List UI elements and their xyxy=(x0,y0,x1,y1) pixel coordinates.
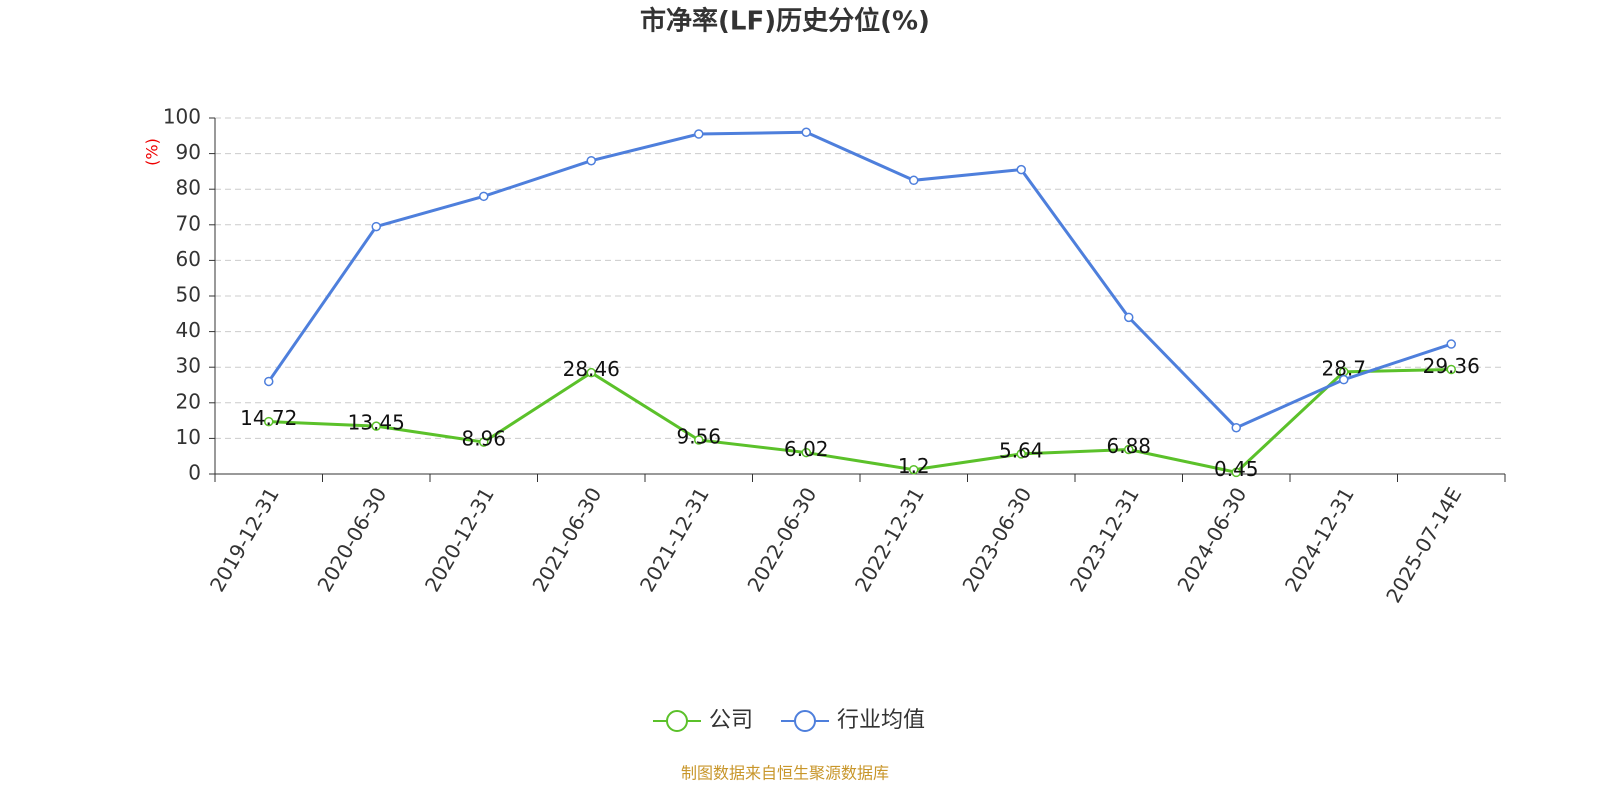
x-tick-label: 2022-06-30 xyxy=(742,483,821,596)
data-label: 0.45 xyxy=(1214,457,1259,481)
x-tick-label: 2022-12-31 xyxy=(850,483,929,596)
data-point xyxy=(1016,449,1026,459)
data-point xyxy=(1124,444,1134,455)
data-point xyxy=(1446,339,1456,349)
x-tick-label: 2019-12-31 xyxy=(205,483,284,596)
y-tick-label: 50 xyxy=(176,283,201,307)
x-tick-label: 2023-12-31 xyxy=(1065,483,1144,596)
chart-title: 市净率(LF)历史分位(%) xyxy=(640,6,930,37)
x-tick-label: 2020-12-31 xyxy=(420,483,499,596)
y-tick-label: 100 xyxy=(163,105,201,129)
y-tick-label: 10 xyxy=(176,425,201,449)
legend-label: 行业均值 xyxy=(837,708,925,733)
legend-marker xyxy=(794,710,816,732)
legend-marker xyxy=(666,710,688,732)
data-label: 13.45 xyxy=(348,411,405,435)
data-point xyxy=(801,127,811,137)
data-point xyxy=(909,464,919,475)
data-point xyxy=(1446,364,1456,375)
x-tick-label: 2021-06-30 xyxy=(527,483,606,596)
data-point xyxy=(1339,374,1349,385)
y-tick-label: 40 xyxy=(176,318,201,342)
data-label: 9.56 xyxy=(676,424,721,448)
data-label: 28.46 xyxy=(563,357,620,381)
data-point xyxy=(1124,312,1134,323)
data-label: 5.64 xyxy=(999,438,1044,462)
data-point xyxy=(264,376,274,387)
data-point xyxy=(1231,422,1241,433)
x-tick-label: 2024-06-30 xyxy=(1172,483,1251,596)
x-tick-label: 2020-06-30 xyxy=(312,483,391,596)
data-label: 6.88 xyxy=(1106,434,1151,458)
data-point xyxy=(479,437,489,447)
data-label: 8.96 xyxy=(461,427,506,451)
series-line xyxy=(267,130,1452,430)
data-point xyxy=(1231,467,1241,478)
x-tick-label: 2024-12-31 xyxy=(1280,483,1359,596)
data-point xyxy=(801,447,811,458)
y-tick-label: 70 xyxy=(176,211,201,235)
data-label: 29.36 xyxy=(1423,354,1480,378)
data-point xyxy=(909,175,919,186)
legend-label: 公司 xyxy=(709,708,753,733)
data-point xyxy=(586,367,596,378)
data-label: 1.2 xyxy=(898,454,930,478)
data-point xyxy=(264,416,274,427)
y-tick-label: 20 xyxy=(176,389,201,413)
data-point xyxy=(586,155,596,166)
data-point xyxy=(371,421,381,431)
y-axis-label: (%) xyxy=(143,138,162,166)
y-tick-label: 30 xyxy=(176,354,201,378)
source-note: 制图数据来自恒生聚源数据库 xyxy=(681,764,889,783)
y-tick-label: 0 xyxy=(188,461,201,485)
data-point xyxy=(1016,164,1026,175)
data-point xyxy=(694,129,704,139)
y-tick-label: 90 xyxy=(176,140,201,164)
data-point xyxy=(694,435,704,445)
x-tick-label: 2025-07-14E xyxy=(1381,483,1466,607)
x-tick-label: 2023-06-30 xyxy=(957,483,1036,596)
series-line xyxy=(268,367,1452,475)
data-point xyxy=(371,221,381,232)
y-tick-label: 60 xyxy=(176,247,201,271)
data-label: 6.02 xyxy=(784,437,829,461)
data-point xyxy=(479,191,489,202)
x-tick-label: 2021-12-31 xyxy=(635,483,714,596)
data-label: 14.72 xyxy=(240,406,297,430)
y-tick-label: 80 xyxy=(176,176,201,200)
